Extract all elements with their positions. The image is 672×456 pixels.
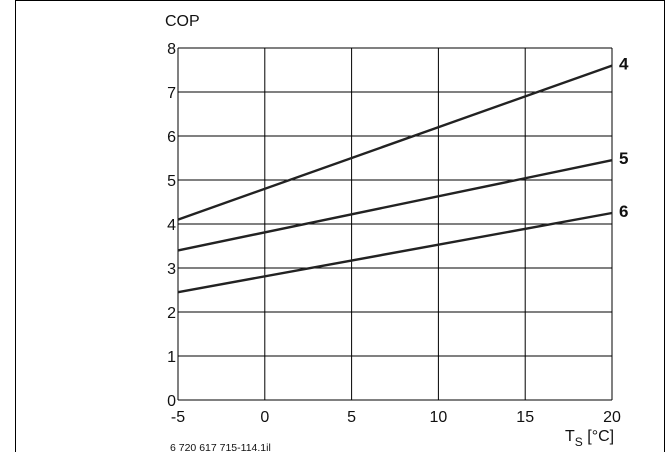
- figure-reference-number: 6 720 617 715-114.1il: [170, 442, 271, 454]
- y-tick-label: 0: [167, 393, 176, 410]
- x-tick-label: 0: [260, 409, 269, 426]
- x-tick-label: -5: [171, 409, 185, 426]
- x-tick-label: 15: [516, 409, 534, 426]
- grid: [177, 47, 613, 401]
- y-tick-label: 8: [167, 41, 176, 58]
- series-line-5: [177, 159, 613, 252]
- series-lines: [177, 64, 613, 294]
- series-label-5: 5: [619, 149, 628, 168]
- y-tick-labels: 0 1 2 3 4 5 6 7 8: [167, 41, 176, 410]
- y-tick-label: 6: [167, 129, 176, 146]
- y-axis-title: COP: [165, 13, 200, 30]
- x-tick-label: 10: [430, 409, 448, 426]
- y-tick-label: 2: [167, 305, 176, 322]
- x-axis-title-unit: [°C]: [583, 428, 614, 445]
- y-tick-label: 4: [167, 217, 176, 234]
- series-labels: 4 5 6: [619, 55, 629, 221]
- x-tick-labels: -5 0 5 10 15 20: [171, 409, 621, 426]
- chart-frame: [15, 0, 665, 452]
- series-label-4: 4: [619, 55, 629, 74]
- series-line-6: [177, 211, 613, 294]
- y-tick-label: 5: [167, 173, 176, 190]
- x-axis-title-sub: S: [575, 435, 583, 449]
- x-axis-title: TS [°C]: [565, 428, 614, 449]
- x-tick-label: 5: [347, 409, 356, 426]
- series-label-6: 6: [619, 202, 628, 221]
- series-line-4: [177, 64, 613, 221]
- x-tick-label: 20: [603, 409, 621, 426]
- x-axis-title-main: T: [565, 428, 575, 445]
- y-tick-label: 3: [167, 261, 176, 278]
- y-tick-label: 1: [167, 349, 176, 366]
- y-tick-label: 7: [167, 85, 176, 102]
